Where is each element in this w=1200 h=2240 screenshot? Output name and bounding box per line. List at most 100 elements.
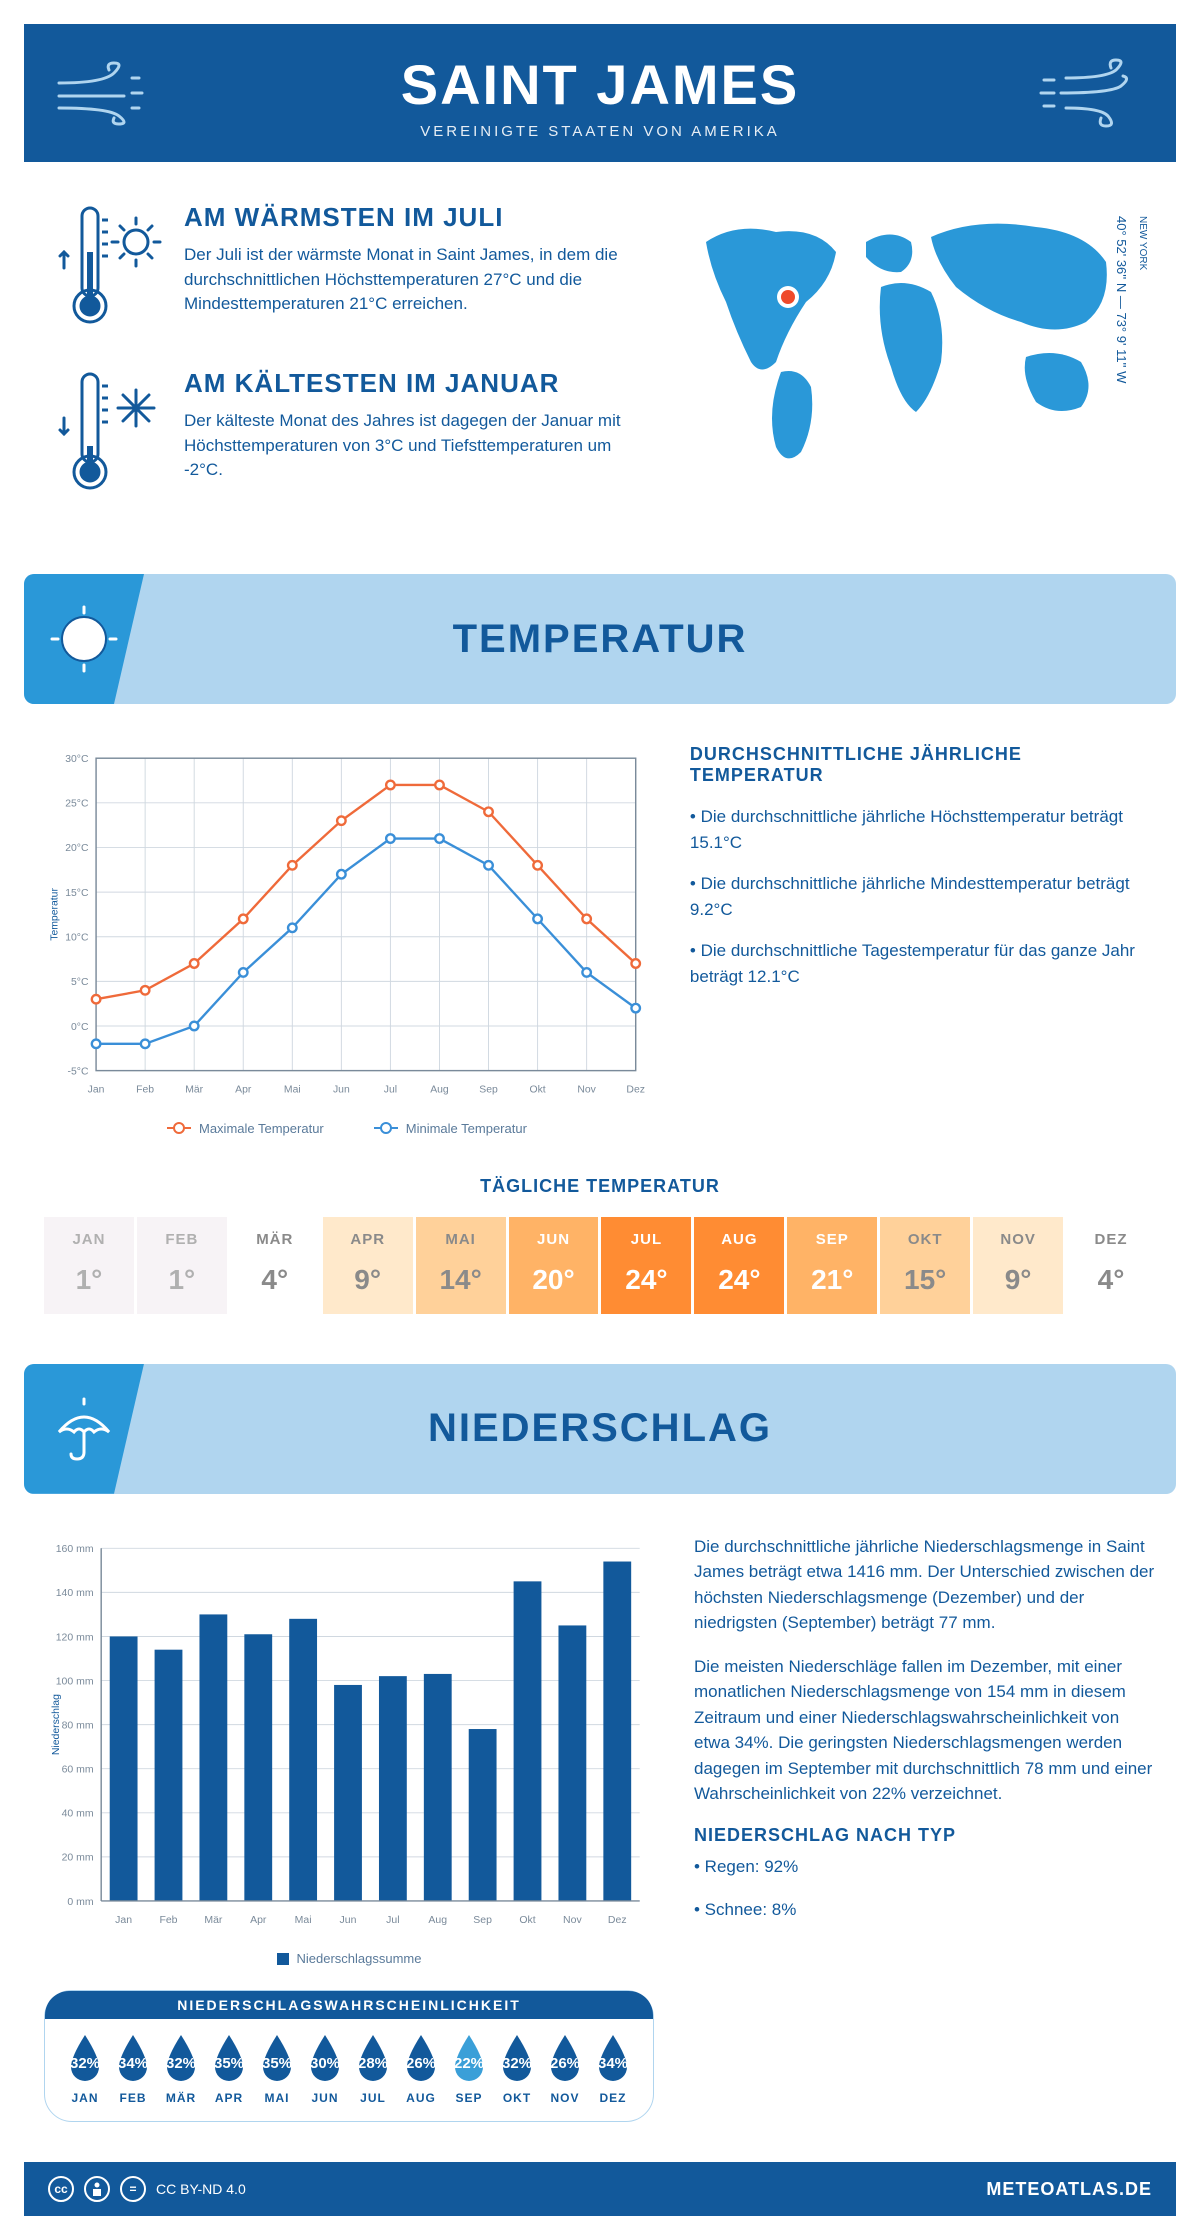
svg-text:5°C: 5°C — [71, 977, 89, 988]
probability-drop: 32% JAN — [63, 2033, 107, 2105]
legend-min-label: Minimale Temperatur — [406, 1121, 527, 1136]
daily-temp-section: TÄGLICHE TEMPERATUR JAN1°FEB1°MÄR4°APR9°… — [44, 1176, 1156, 1314]
thermometer-cold-icon — [54, 368, 164, 498]
svg-text:Temperatur: Temperatur — [49, 888, 60, 941]
world-map-icon — [666, 202, 1146, 482]
svg-text:Aug: Aug — [428, 1915, 447, 1926]
svg-text:60 mm: 60 mm — [62, 1764, 94, 1775]
daily-temp-cell: MAI14° — [416, 1217, 506, 1314]
thermometer-hot-icon — [54, 202, 164, 332]
coordinates: NEW YORK 40° 52' 36'' N — 73° 9' 11'' W — [1110, 216, 1152, 383]
probability-drop: 35% MAI — [255, 2033, 299, 2105]
temp-chart-svg: -5°C0°C5°C10°C15°C20°C25°C30°CJanFebMärA… — [44, 744, 650, 1104]
svg-text:Dez: Dez — [608, 1915, 627, 1926]
svg-text:Jan: Jan — [115, 1915, 132, 1926]
svg-text:Niederschlag: Niederschlag — [51, 1694, 62, 1755]
svg-text:Jul: Jul — [386, 1915, 399, 1926]
warm-cold-column: AM WÄRMSTEN IM JULI Der Juli ist der wär… — [54, 202, 626, 534]
svg-text:10°C: 10°C — [65, 933, 89, 944]
coldest-block: AM KÄLTESTEN IM JANUAR Der kälteste Mona… — [54, 368, 626, 498]
precipitation-body: 0 mm20 mm40 mm60 mm80 mm100 mm120 mm140 … — [24, 1534, 1176, 2122]
country-subtitle: VEREINIGTE STAATEN VON AMERIKA — [44, 123, 1156, 140]
temp-chart-legend: Maximale Temperatur Minimale Temperatur — [44, 1121, 650, 1136]
daily-temp-title: TÄGLICHE TEMPERATUR — [44, 1176, 1156, 1197]
daily-temp-cell: OKT15° — [880, 1217, 970, 1314]
sun-icon — [49, 604, 119, 674]
precip-bar-chart: 0 mm20 mm40 mm60 mm80 mm100 mm120 mm140 … — [44, 1534, 654, 1934]
probability-drop: 26% NOV — [543, 2033, 587, 2105]
infographic-page: SAINT JAMES VEREINIGTE STAATEN VON AMERI… — [0, 0, 1200, 2240]
section-corner-icon — [24, 574, 144, 704]
daily-temp-cell: FEB1° — [137, 1217, 227, 1314]
probability-drop: 32% MÄR — [159, 2033, 203, 2105]
legend-precip-label: Niederschlagssumme — [297, 1951, 422, 1966]
svg-text:Feb: Feb — [136, 1084, 154, 1095]
precipitation-left: 0 mm20 mm40 mm60 mm80 mm100 mm120 mm140 … — [44, 1534, 654, 2122]
daily-temp-cell: MÄR4° — [230, 1217, 320, 1314]
nd-icon: = — [120, 2176, 146, 2202]
precip-para-1: Die durchschnittliche jährliche Niedersc… — [694, 1534, 1156, 1636]
probability-drop: 35% APR — [207, 2033, 251, 2105]
temp-bullet: • Die durchschnittliche jährliche Höchst… — [690, 804, 1156, 855]
world-map-block: NEW YORK 40° 52' 36'' N — 73° 9' 11'' W — [666, 202, 1146, 534]
svg-text:Nov: Nov — [577, 1084, 596, 1095]
svg-text:Jun: Jun — [333, 1084, 350, 1095]
cc-icon: cc — [48, 2176, 74, 2202]
temperature-title: TEMPERATUR — [453, 617, 748, 662]
svg-text:20°C: 20°C — [65, 843, 89, 854]
daily-temp-cell: JUL24° — [601, 1217, 691, 1314]
footer-site: METEOATLAS.DE — [986, 2179, 1152, 2200]
probability-drops: 32% JAN 34% FEB 32% MÄR 35% APR 35% MAI — [63, 2033, 635, 2105]
daily-temp-cell: NOV9° — [973, 1217, 1063, 1314]
license-text: CC BY-ND 4.0 — [156, 2181, 246, 2197]
legend-max-label: Maximale Temperatur — [199, 1121, 324, 1136]
svg-text:0°C: 0°C — [71, 1022, 89, 1033]
svg-text:-5°C: -5°C — [68, 1066, 89, 1077]
svg-text:Okt: Okt — [519, 1915, 535, 1926]
temperature-line-chart: -5°C0°C5°C10°C15°C20°C25°C30°CJanFebMärA… — [44, 744, 650, 1136]
state-label: NEW YORK — [1137, 216, 1148, 270]
warmest-title: AM WÄRMSTEN IM JULI — [184, 202, 626, 233]
legend-min: Minimale Temperatur — [374, 1121, 527, 1136]
svg-text:Jun: Jun — [340, 1915, 357, 1926]
precipitation-title: NIEDERSCHLAG — [428, 1406, 772, 1451]
svg-text:Jul: Jul — [384, 1084, 397, 1095]
header-banner: SAINT JAMES VEREINIGTE STAATEN VON AMERI… — [24, 24, 1176, 162]
svg-text:15°C: 15°C — [65, 888, 89, 899]
daily-temp-cell: DEZ4° — [1066, 1217, 1156, 1314]
probability-drop: 32% OKT — [495, 2033, 539, 2105]
svg-text:30°C: 30°C — [65, 754, 89, 765]
precip-para-2: Die meisten Niederschläge fallen im Deze… — [694, 1654, 1156, 1807]
svg-text:Apr: Apr — [235, 1084, 252, 1095]
wind-icon-right — [1036, 58, 1146, 128]
svg-text:140 mm: 140 mm — [56, 1588, 94, 1599]
top-section: AM WÄRMSTEN IM JULI Der Juli ist der wär… — [24, 162, 1176, 564]
daily-temp-grid: JAN1°FEB1°MÄR4°APR9°MAI14°JUN20°JUL24°AU… — [44, 1217, 1156, 1314]
probability-box: NIEDERSCHLAGSWAHRSCHEINLICHKEIT 32% JAN … — [44, 1990, 654, 2122]
city-title: SAINT JAMES — [44, 52, 1156, 117]
daily-temp-cell: JAN1° — [44, 1217, 134, 1314]
probability-drop: 34% DEZ — [591, 2033, 635, 2105]
svg-text:Okt: Okt — [529, 1084, 545, 1095]
temperature-text: DURCHSCHNITTLICHE JÄHRLICHE TEMPERATUR •… — [690, 744, 1156, 1136]
footer-license: cc = CC BY-ND 4.0 — [48, 2176, 246, 2202]
svg-text:Nov: Nov — [563, 1915, 582, 1926]
precip-by-type-title: NIEDERSCHLAG NACH TYP — [694, 1825, 1156, 1846]
probability-drop: 30% JUN — [303, 2033, 347, 2105]
precipitation-text: Die durchschnittliche jährliche Niedersc… — [694, 1534, 1156, 2122]
svg-text:80 mm: 80 mm — [62, 1720, 94, 1731]
probability-drop: 22% SEP — [447, 2033, 491, 2105]
coldest-title: AM KÄLTESTEN IM JANUAR — [184, 368, 626, 399]
legend-max: Maximale Temperatur — [167, 1121, 324, 1136]
avg-temp-title: DURCHSCHNITTLICHE JÄHRLICHE TEMPERATUR — [690, 744, 1156, 786]
svg-text:Sep: Sep — [473, 1915, 492, 1926]
precipitation-section-header: NIEDERSCHLAG — [24, 1364, 1176, 1494]
svg-text:40 mm: 40 mm — [62, 1808, 94, 1819]
svg-text:160 mm: 160 mm — [56, 1544, 94, 1555]
warmest-text: Der Juli ist der wärmste Monat in Saint … — [184, 243, 626, 317]
svg-text:Apr: Apr — [250, 1915, 267, 1926]
temp-bullet: • Die durchschnittliche jährliche Mindes… — [690, 871, 1156, 922]
umbrella-icon — [49, 1394, 119, 1464]
svg-text:Mär: Mär — [185, 1084, 203, 1095]
svg-text:120 mm: 120 mm — [56, 1632, 94, 1643]
